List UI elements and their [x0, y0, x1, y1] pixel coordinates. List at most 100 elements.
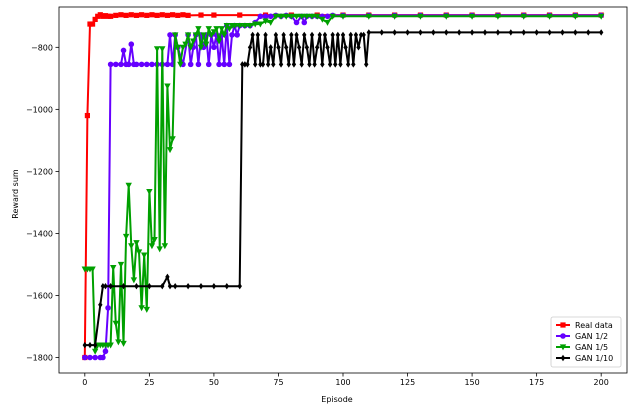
data-point — [167, 282, 173, 290]
data-point — [325, 44, 330, 51]
data-point — [130, 277, 138, 284]
data-point — [169, 136, 176, 143]
data-point — [122, 233, 130, 240]
data-point — [304, 44, 310, 51]
data-point — [327, 61, 333, 68]
data-point — [365, 13, 373, 20]
data-point — [149, 12, 155, 18]
data-point — [586, 29, 591, 36]
data-point — [202, 41, 210, 48]
data-point — [319, 16, 326, 23]
data-point — [87, 341, 93, 349]
data-point — [431, 29, 436, 36]
legend-marker — [560, 322, 566, 328]
data-point — [291, 61, 297, 68]
data-point — [303, 13, 311, 20]
data-point — [164, 61, 171, 68]
y-tick-label: −1800 — [26, 353, 53, 362]
data-point — [210, 29, 218, 36]
data-point — [159, 46, 166, 53]
x-axis-label: Episode — [321, 395, 352, 404]
data-point — [133, 12, 140, 18]
x-tick-label: 125 — [400, 378, 415, 387]
data-point — [185, 282, 191, 290]
data-point — [286, 61, 291, 68]
data-point — [307, 61, 312, 68]
data-point — [521, 29, 526, 36]
data-point — [144, 12, 150, 18]
data-point — [180, 12, 186, 18]
data-point — [348, 31, 353, 39]
data-point — [258, 61, 263, 68]
data-point — [118, 12, 124, 18]
data-point — [237, 282, 242, 290]
legend-label: GAN 1/5 — [575, 343, 608, 352]
data-point — [92, 16, 98, 23]
data-point — [171, 32, 179, 39]
data-point — [125, 61, 132, 68]
legend-entry: GAN 1/5 — [556, 343, 608, 352]
data-point — [112, 320, 119, 327]
data-point — [110, 264, 117, 271]
data-point — [262, 13, 269, 20]
data-point — [263, 31, 268, 39]
data-point — [198, 282, 204, 290]
data-point — [108, 282, 113, 290]
data-point — [353, 31, 359, 39]
data-point — [143, 306, 150, 313]
data-point — [208, 32, 215, 39]
data-point — [141, 252, 148, 259]
data-point — [134, 282, 139, 290]
data-point — [301, 19, 308, 26]
x-tick-label: 175 — [529, 378, 544, 387]
data-point — [128, 243, 135, 250]
data-point — [597, 13, 605, 20]
legend: Real data GAN 1/2 GAN 1/5 GAN 1/10 — [550, 316, 622, 368]
data-point — [218, 26, 225, 33]
data-point — [338, 61, 343, 68]
data-point — [197, 44, 205, 51]
data-point — [205, 26, 212, 33]
data-point — [289, 31, 294, 39]
data-point — [339, 13, 347, 20]
data-point — [133, 61, 140, 68]
data-point — [100, 354, 106, 361]
data-point — [184, 32, 192, 39]
data-point — [98, 301, 103, 308]
data-point — [379, 29, 384, 36]
data-point — [221, 61, 228, 68]
data-point — [494, 13, 502, 20]
data-point — [84, 112, 90, 119]
data-point — [226, 61, 233, 68]
data-point — [107, 61, 114, 68]
data-point — [329, 13, 336, 20]
data-point — [330, 31, 335, 39]
data-point — [237, 12, 243, 18]
data-point — [211, 44, 217, 51]
y-axis: −1800 −1600 −1400 −1200 −1000 −800 — [26, 43, 59, 362]
x-tick-label: 50 — [209, 378, 219, 387]
data-point — [164, 12, 171, 18]
data-point — [151, 237, 158, 244]
data-point — [82, 341, 88, 349]
data-point — [234, 32, 240, 38]
x-tick-label: 25 — [144, 378, 154, 387]
data-point — [195, 26, 202, 33]
data-point — [138, 61, 145, 68]
data-point — [139, 12, 145, 18]
data-point — [265, 61, 271, 68]
data-point — [226, 26, 233, 33]
data-point — [160, 282, 165, 290]
legend-entry: GAN 1/2 — [556, 332, 608, 341]
data-point — [294, 31, 299, 39]
data-point — [89, 21, 96, 27]
data-point — [312, 61, 317, 68]
x-tick-label: 0 — [82, 378, 87, 387]
data-point — [495, 29, 501, 36]
data-point — [177, 61, 184, 68]
x-tick-label: 100 — [335, 378, 350, 387]
data-point — [317, 31, 322, 39]
y-tick-label: −1600 — [26, 291, 53, 300]
legend-marker — [560, 354, 566, 362]
y-tick-label: −1200 — [26, 167, 53, 176]
